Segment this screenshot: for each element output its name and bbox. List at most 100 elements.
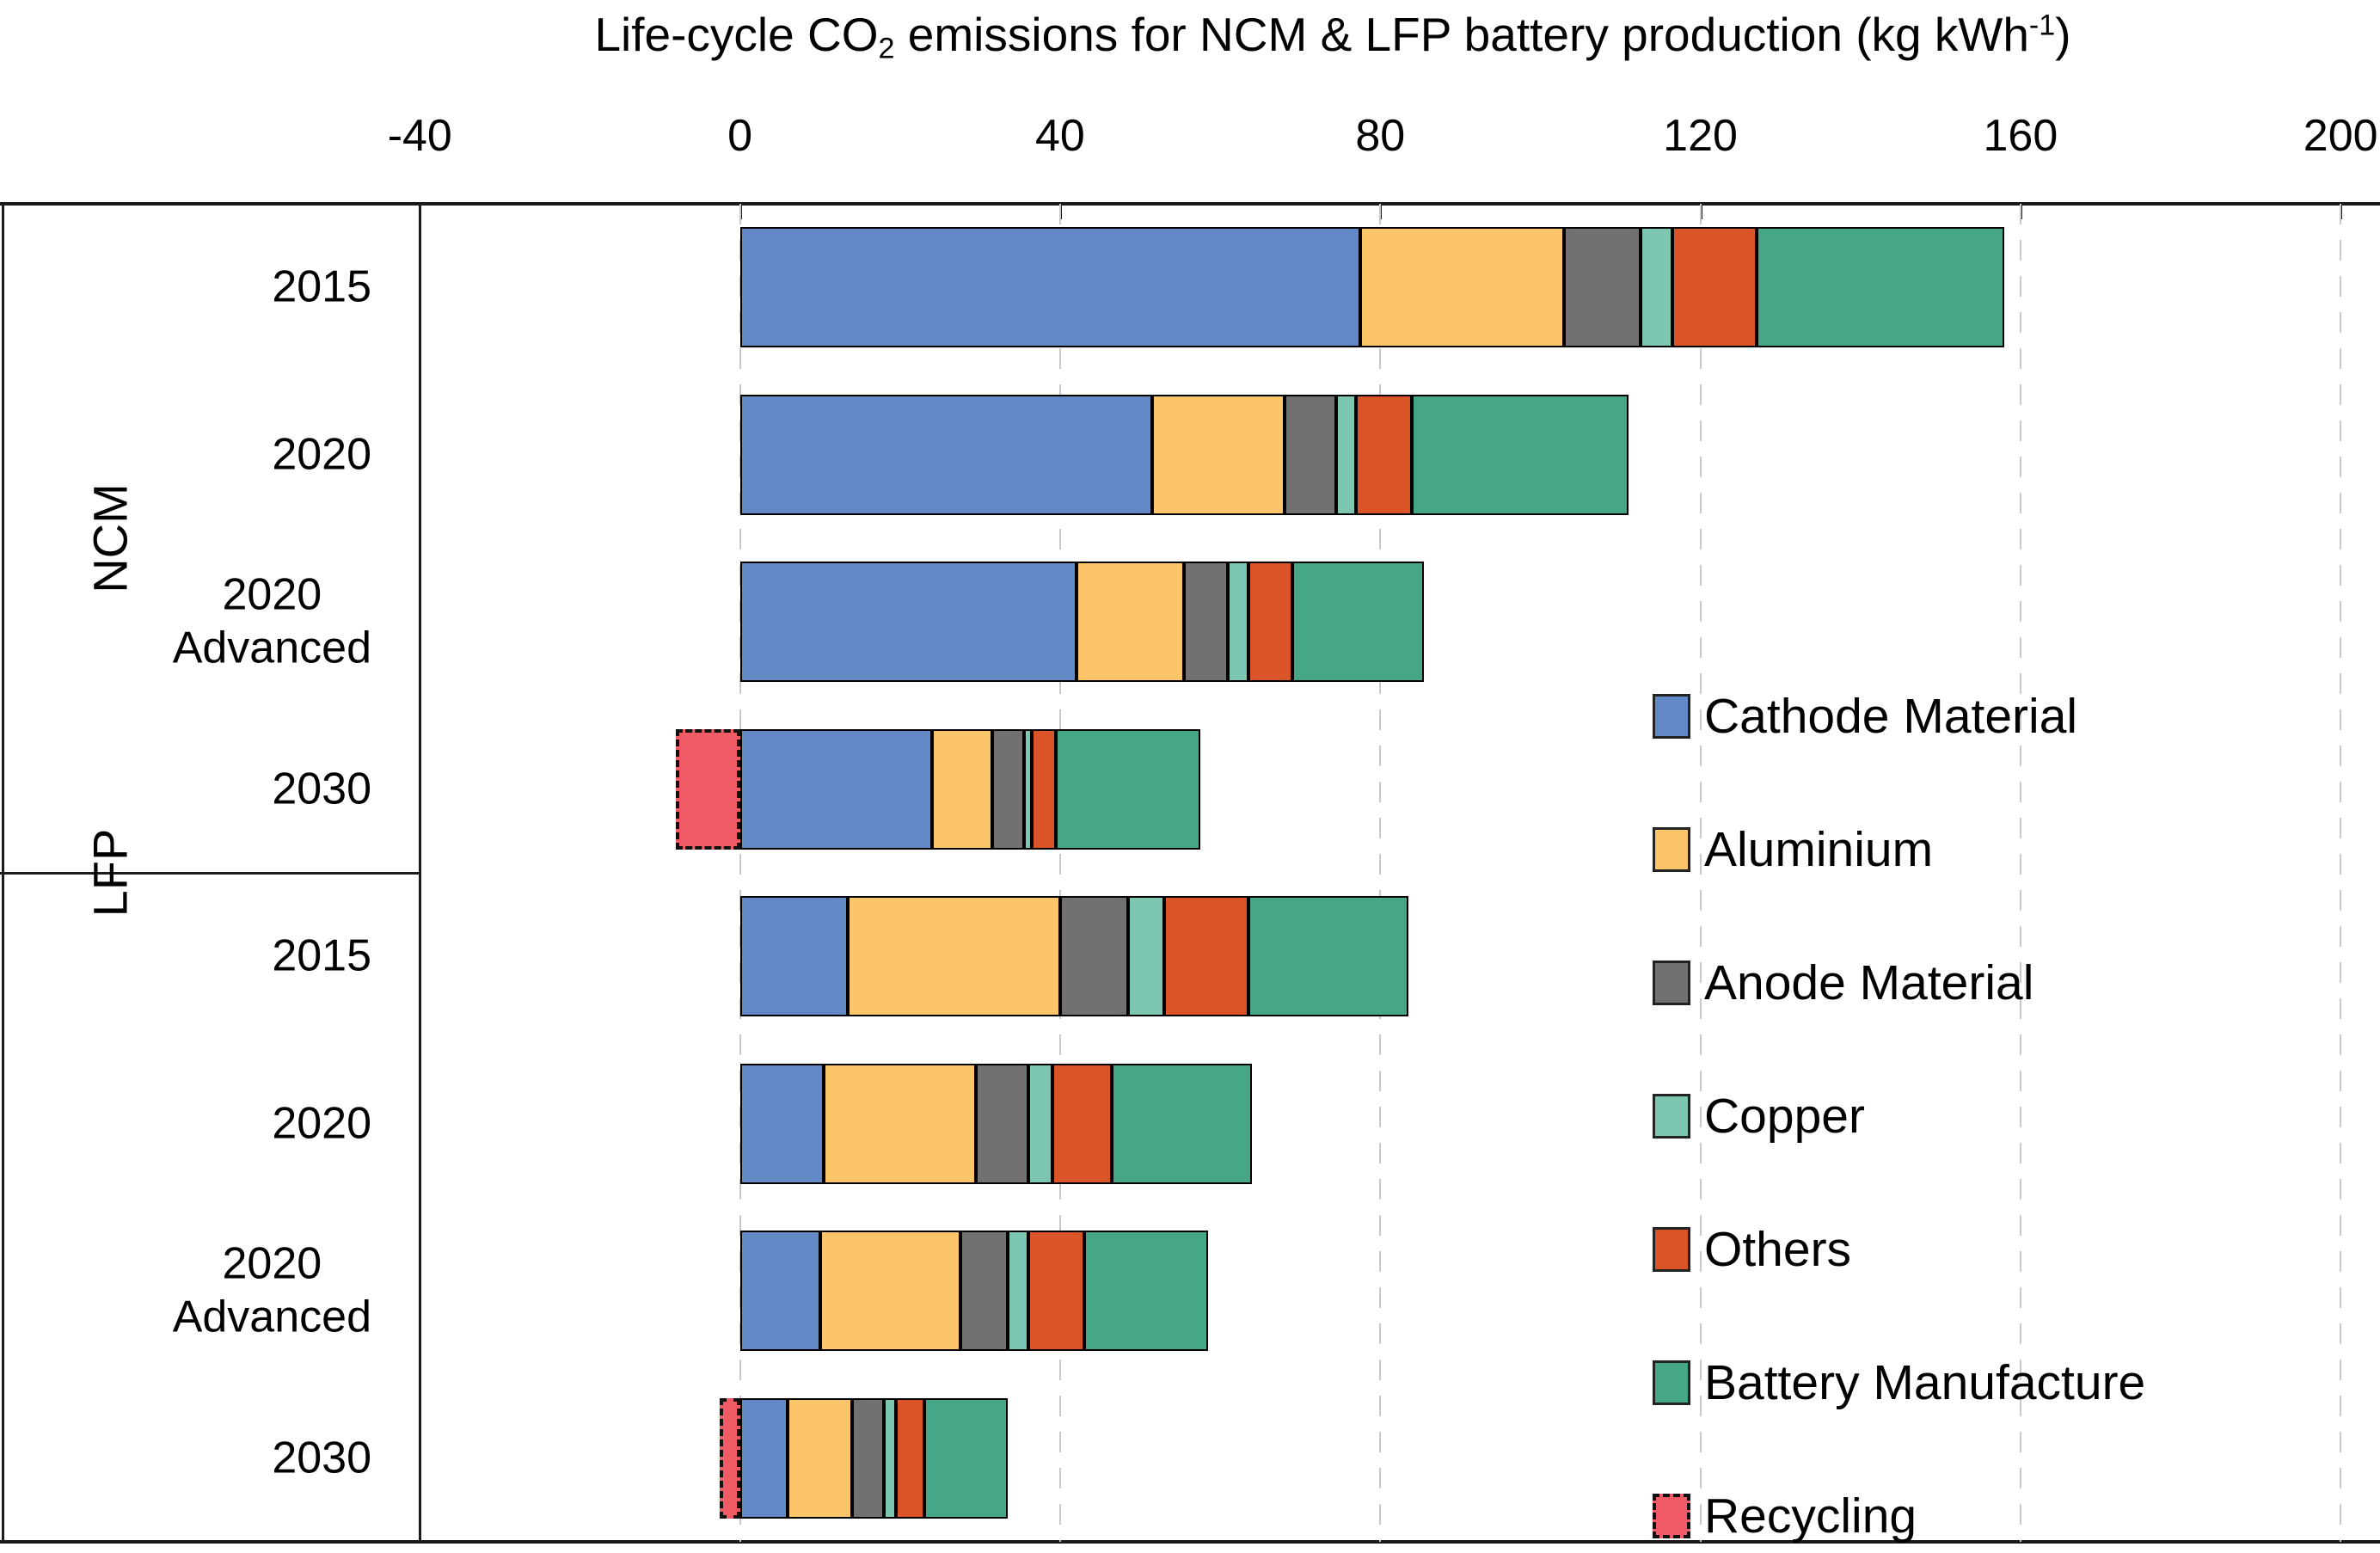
gridline [739, 204, 741, 1542]
row-label: 2030 [272, 764, 371, 814]
bar-segment [739, 896, 849, 1017]
gridline [1699, 204, 1702, 1542]
bar-segment [824, 1063, 977, 1184]
bar-segment [1163, 896, 1248, 1017]
bar-segment [739, 1231, 820, 1352]
bar-segment [923, 1397, 1009, 1519]
x-tick-label: 120 [1663, 111, 1738, 161]
bar-segment [1083, 1231, 1209, 1352]
bar-segment [720, 1397, 740, 1519]
gridline [2019, 204, 2021, 1542]
bar-segment [976, 1063, 1028, 1184]
title-text-suffix: ) [2055, 8, 2071, 61]
legend-item: Cathode Material [1653, 689, 2254, 744]
bar-segment [1008, 1231, 1028, 1352]
bar-segment [819, 1231, 960, 1352]
bar-segment [739, 562, 1077, 683]
legend-swatch [1653, 1227, 1690, 1272]
bar-segment [1128, 896, 1164, 1017]
bar-segment [1248, 896, 1408, 1017]
bar-segment [1056, 728, 1200, 850]
chart-title: Life-cycle CO2 emissions for NCM & LFP b… [361, 7, 2304, 66]
legend-item: Aluminium [1653, 822, 2254, 877]
legend-item: Anode Material [1653, 955, 2254, 1010]
title-text: Life-cycle CO [594, 8, 879, 61]
bar-segment [931, 728, 992, 850]
legend-swatch [1653, 961, 1690, 1005]
legend-item: Copper [1653, 1089, 2254, 1144]
bar-segment [739, 1063, 825, 1184]
bar-segment [1564, 227, 1641, 348]
legend-label: Aluminium [1704, 822, 1934, 877]
legend-label: Cathode Material [1704, 689, 2078, 744]
bar-segment [1291, 562, 1425, 683]
bar-segment [1027, 1231, 1084, 1352]
bar-segment [676, 728, 740, 850]
bar-segment [960, 1231, 1009, 1352]
bar-segment [1024, 728, 1033, 850]
legend-label: Others [1704, 1222, 1852, 1277]
bar-segment [851, 1397, 885, 1519]
bar-segment [739, 394, 1152, 515]
x-tick-label: 0 [727, 111, 753, 161]
gridline [2340, 204, 2342, 1542]
bar-segment [1052, 1063, 1113, 1184]
title-superscript: -1 [2028, 9, 2056, 42]
bar-segment [1672, 227, 1757, 348]
x-tick-mark [419, 204, 422, 219]
bar-segment [1112, 1063, 1253, 1184]
legend-label: Copper [1704, 1089, 1865, 1144]
legend-label: Recycling [1704, 1489, 1917, 1544]
legend-item: Others [1653, 1222, 2254, 1277]
row-label: 2020 [272, 1098, 371, 1149]
bar-segment [1356, 394, 1413, 515]
legend-item: Battery Manufacture [1653, 1355, 2254, 1410]
legend-item: Recycling [1653, 1489, 2254, 1544]
bar-segment [739, 728, 932, 850]
bar-segment [1248, 562, 1292, 683]
bar-segment [1228, 562, 1248, 683]
legend-label: Anode Material [1704, 955, 2034, 1010]
row-label: 2015 [272, 930, 371, 981]
bar-segment [739, 1397, 788, 1519]
bar-segment [991, 728, 1025, 850]
legend-swatch [1653, 1094, 1690, 1139]
legend-swatch [1653, 1494, 1690, 1538]
bar-segment [1027, 1063, 1052, 1184]
title-text-middle: emissions for NCM & LFP battery producti… [894, 8, 2029, 61]
plot-left-border [419, 204, 421, 1542]
gridline [1379, 204, 1382, 1542]
bar-segment [1359, 227, 1565, 348]
title-subscript: 2 [878, 32, 895, 65]
bar-segment [1756, 227, 2005, 348]
bar-segment [1076, 562, 1185, 683]
x-tick-label: 160 [1983, 111, 2058, 161]
bar-segment [788, 1397, 852, 1519]
bar-segment [1412, 394, 1629, 515]
x-tick-label: 80 [1355, 111, 1406, 161]
bar-segment [848, 896, 1060, 1017]
x-tick-label: 200 [2303, 111, 2378, 161]
x-tick-label: 40 [1034, 111, 1085, 161]
bar-segment [896, 1397, 924, 1519]
x-tick-label: -40 [387, 111, 452, 161]
row-label: 2020 [272, 429, 371, 480]
bar-segment [1284, 394, 1337, 515]
legend-swatch [1653, 1360, 1690, 1405]
bar-segment [1640, 227, 1672, 348]
gridline [1058, 204, 1061, 1542]
bar-segment [1059, 896, 1129, 1017]
group-label: NCM [83, 483, 138, 593]
legend-swatch [1653, 827, 1690, 872]
bar-segment [884, 1397, 897, 1519]
bar-segment [1151, 394, 1285, 515]
bar-segment [1184, 562, 1229, 683]
row-label: 2030 [272, 1433, 371, 1483]
row-label: 2020 Advanced [172, 1238, 371, 1342]
bar-segment [739, 227, 1360, 348]
legend-label: Battery Manufacture [1704, 1355, 2146, 1410]
bar-segment [1336, 394, 1357, 515]
group-label: LFP [83, 828, 138, 918]
row-label: 2020 Advanced [172, 569, 371, 673]
